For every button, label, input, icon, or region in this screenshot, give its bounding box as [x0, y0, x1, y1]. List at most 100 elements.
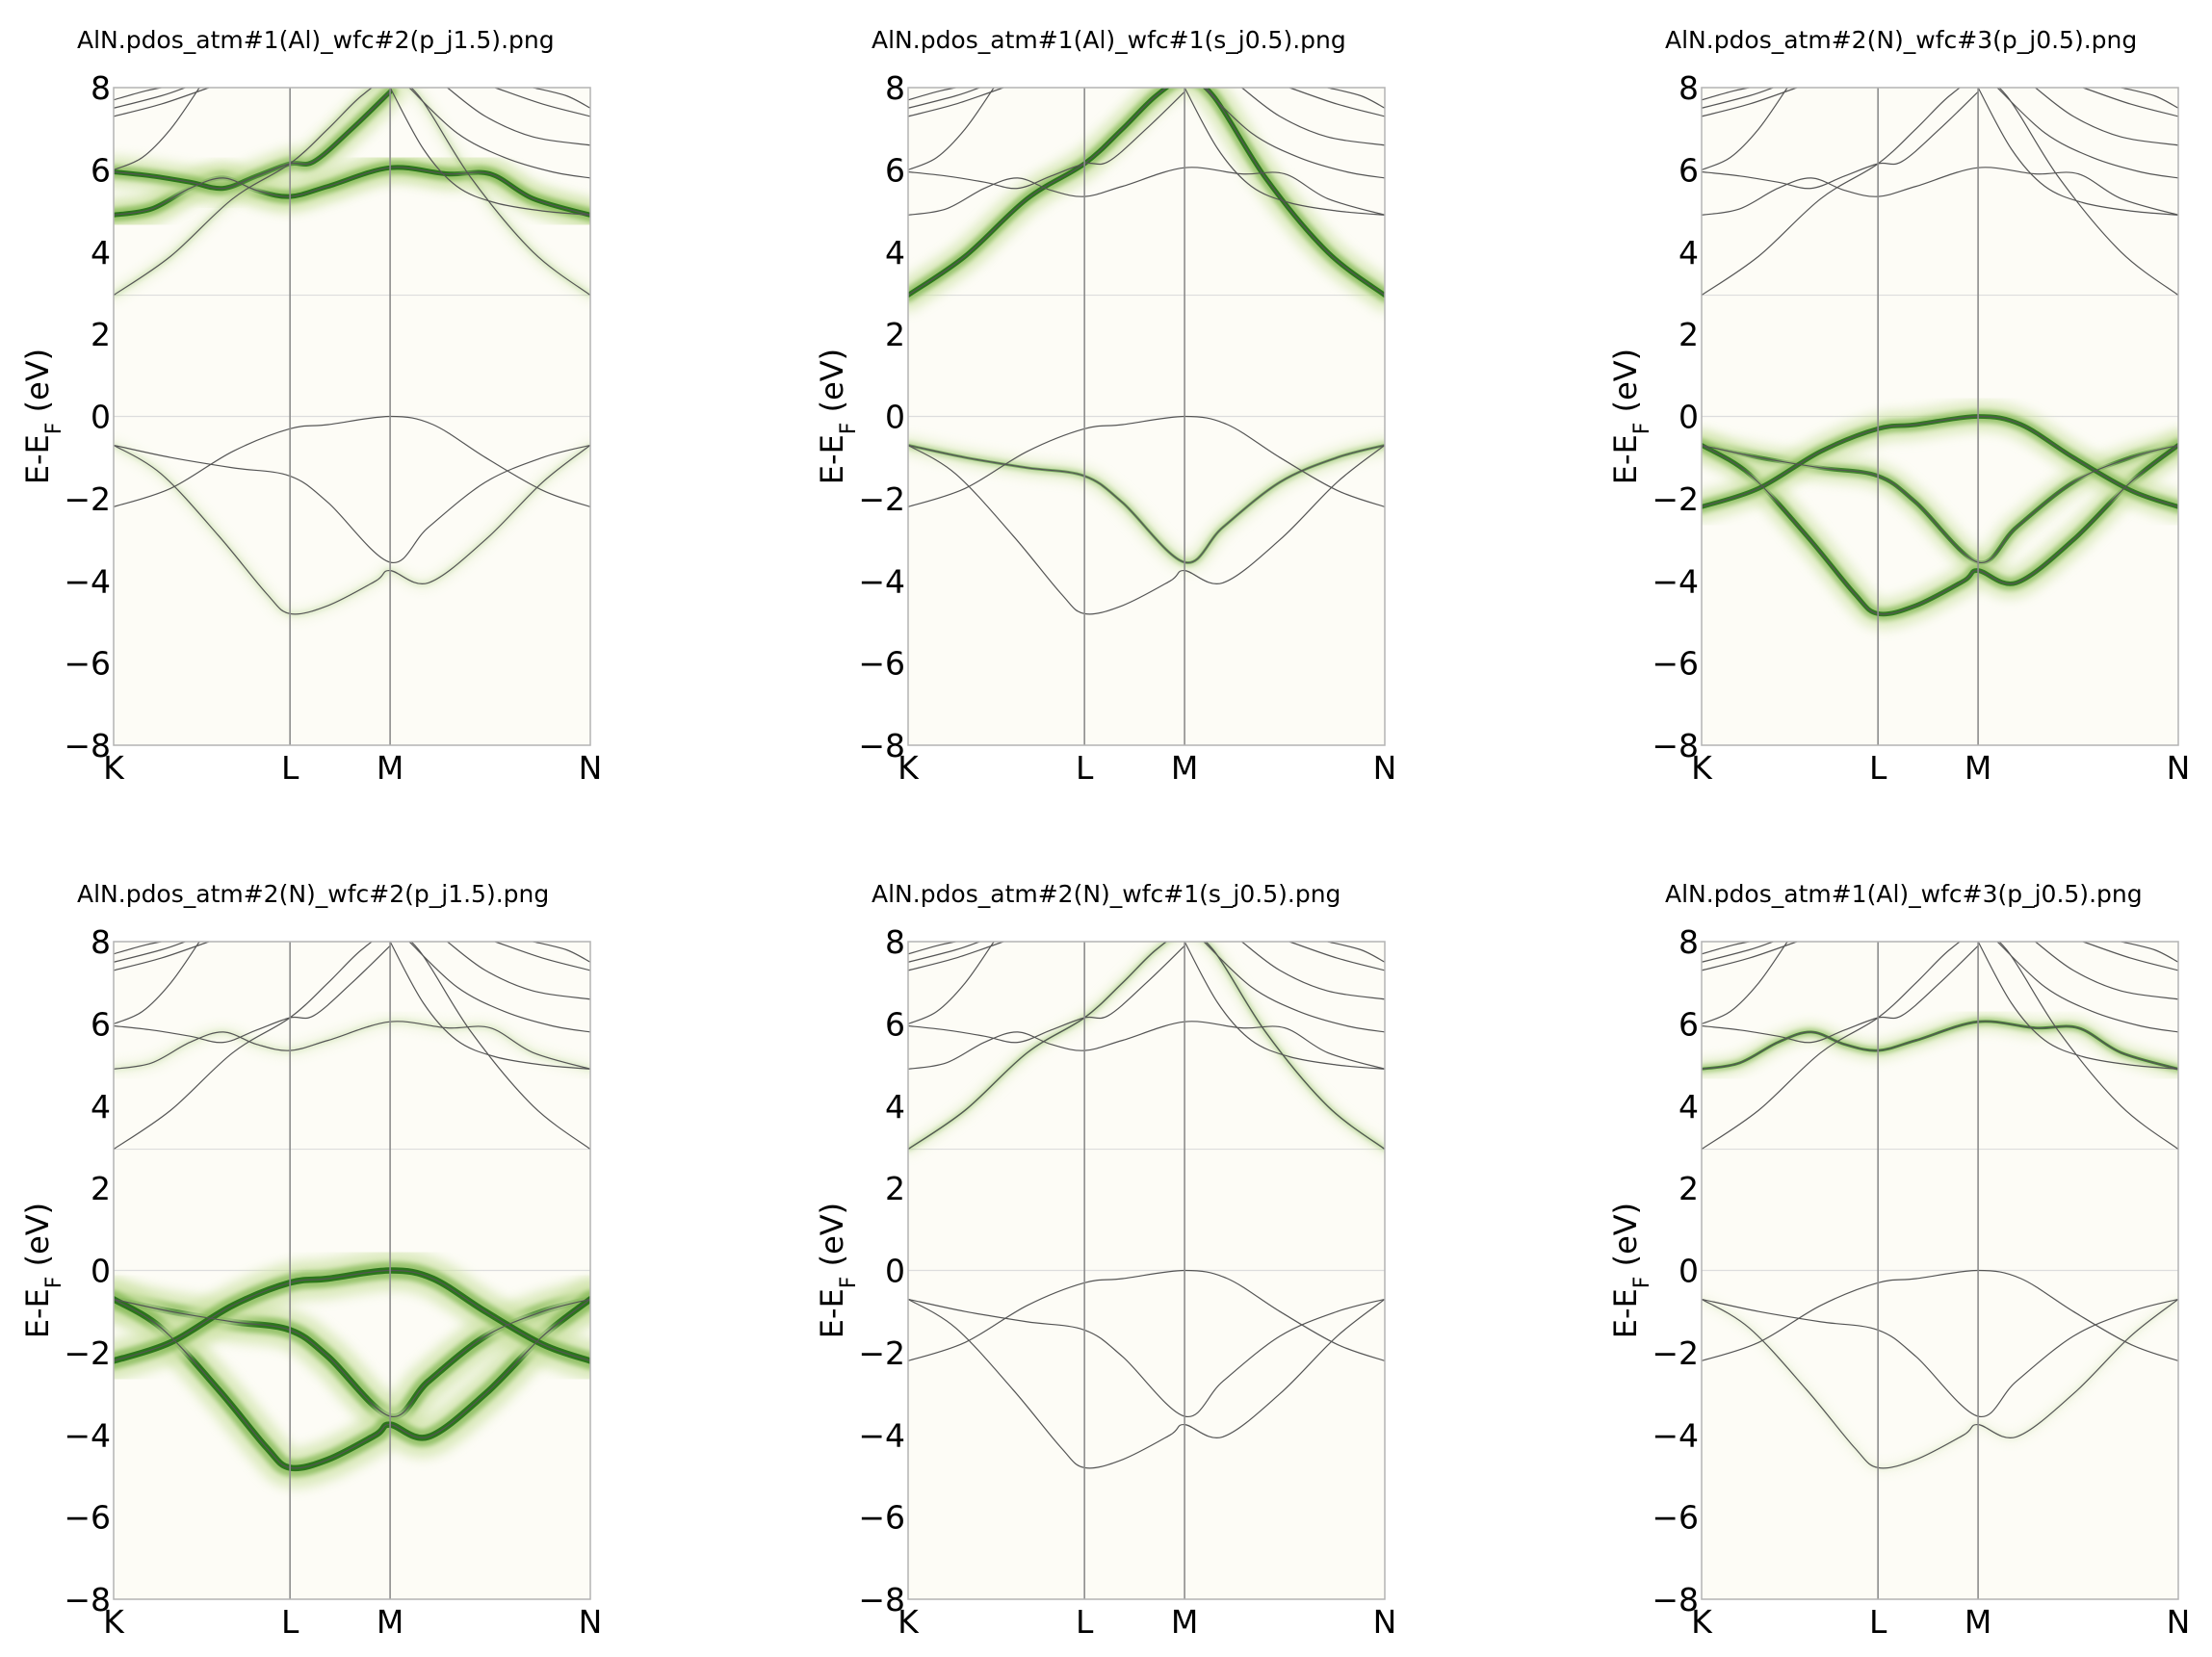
- band-line-b13: [1327, 88, 1385, 109]
- ylabel-sub: F: [1630, 1277, 1654, 1289]
- band-line-b4: [908, 167, 1385, 216]
- y-tick-label: 4: [1679, 1088, 1699, 1126]
- band-line-b5: [1702, 91, 1979, 190]
- y-tick-label: 4: [91, 1088, 111, 1126]
- band-line-b13: [1327, 942, 1385, 963]
- y-tick-label: 2: [1679, 316, 1699, 353]
- y-axis-label: E-EF (eV): [1607, 1203, 1654, 1338]
- y-tick-label: 4: [91, 234, 111, 272]
- band-line-b4: [908, 1021, 1385, 1070]
- x-tick-label: K: [103, 1603, 125, 1641]
- x-tick-label: M: [1965, 1603, 1991, 1641]
- panel-title: AlN.pdos_atm#2(N)_wfc#2(p_j1.5).png: [77, 880, 549, 908]
- band-panel-1: AlN.pdos_atm#1(Al)_wfc#2(p_j1.5).png 8 6 4 2…: [19, 26, 602, 787]
- band-line-b1: [114, 1298, 590, 1469]
- band-line-b13: [2121, 942, 2178, 963]
- band-line-b0: [1702, 444, 2178, 563]
- x-tick-label: L: [281, 1603, 299, 1641]
- band-line-b11: [2035, 942, 2178, 1000]
- band-line-b8: [1702, 88, 1750, 101]
- band-line-b6: [114, 942, 210, 971]
- band-line-b7: [114, 942, 186, 963]
- ylabel-main: E-E: [814, 1288, 850, 1338]
- x-tick-label: N: [579, 1603, 603, 1641]
- y-tick-label: 0: [885, 399, 905, 436]
- band-panel-6: AlN.pdos_atm#1(Al)_wfc#3(p_j0.5).png 8 6 4 2…: [1607, 880, 2190, 1641]
- y-tick-label: −8: [1652, 727, 1699, 764]
- band-line-b4: [114, 1021, 590, 1070]
- y-tick-label: −6: [858, 1499, 905, 1537]
- x-tick-label: N: [2167, 1603, 2191, 1641]
- band-line-b12: [1288, 942, 1385, 971]
- y-tick-label: −8: [858, 1581, 905, 1618]
- band-line-b1: [114, 444, 590, 615]
- x-tick-label: N: [1373, 749, 1397, 787]
- x-tick-label: K: [898, 1603, 920, 1641]
- y-tick-label: −6: [858, 645, 905, 683]
- y-tick-label: −6: [1652, 645, 1699, 683]
- y-tick-label: −6: [1652, 1499, 1699, 1537]
- band-line-b5: [908, 945, 1185, 1044]
- y-tick-label: 8: [1679, 69, 1699, 107]
- plot-frame: [1701, 941, 2179, 1600]
- y-tick-label: −2: [1652, 480, 1699, 518]
- y-tick-label: −6: [64, 645, 111, 683]
- band-line-b0: [114, 444, 590, 563]
- band-line-b12: [494, 942, 590, 971]
- y-tick-label: 2: [1679, 1170, 1699, 1207]
- y-tick-label: 0: [885, 1253, 905, 1290]
- panel-title: AlN.pdos_atm#2(N)_wfc#3(p_j0.5).png: [1665, 26, 2137, 54]
- band-panel-5: AlN.pdos_atm#2(N)_wfc#1(s_j0.5).png 8 6 4 2 0…: [814, 880, 1396, 1641]
- band-line-b6: [908, 942, 1004, 971]
- band-line-b14: [908, 88, 995, 170]
- plot-frame: [113, 941, 591, 1600]
- y-tick-label: −2: [64, 480, 111, 518]
- ylabel-unit: (eV): [814, 1203, 850, 1277]
- y-tick-label: 6: [1679, 151, 1699, 189]
- y-axis-label: E-EF (eV): [1607, 349, 1654, 484]
- band-line-b8: [114, 88, 162, 101]
- band-line-b14: [908, 942, 995, 1024]
- band-line-b3: [114, 88, 590, 297]
- y-axis-label: E-EF (eV): [814, 1203, 861, 1338]
- x-tick-label: N: [2167, 749, 2191, 787]
- ylabel-unit: (eV): [19, 1203, 56, 1277]
- y-tick-label: 6: [91, 151, 111, 189]
- band-line-b2: [908, 1269, 1385, 1361]
- y-axis-label: E-EF (eV): [814, 349, 861, 484]
- x-tick-label: K: [898, 749, 920, 787]
- band-line-b11: [1241, 942, 1385, 1000]
- panel-title: AlN.pdos_atm#1(Al)_wfc#1(s_j0.5).png: [872, 26, 1346, 54]
- band-line-b10: [1996, 942, 2178, 1033]
- band-line-b12: [494, 88, 590, 117]
- y-tick-label: −6: [64, 1499, 111, 1537]
- band-line-b12: [2082, 88, 2178, 117]
- y-tick-label: −2: [64, 1334, 111, 1372]
- band-line-b3: [908, 942, 1385, 1151]
- band-line-b6: [114, 88, 210, 117]
- y-tick-label: −8: [858, 727, 905, 764]
- band-line-b14: [1702, 88, 1788, 170]
- y-tick-label: 4: [885, 234, 905, 272]
- band-line-b10: [1203, 88, 1385, 179]
- x-tick-label: M: [377, 749, 403, 787]
- ylabel-sub: F: [42, 1277, 66, 1289]
- ylabel-unit: (eV): [1607, 1203, 1644, 1277]
- band-line-b8: [908, 88, 956, 101]
- y-tick-label: 4: [885, 1088, 905, 1126]
- ylabel-main: E-E: [19, 434, 56, 484]
- band-line-b2: [1702, 415, 2178, 507]
- y-tick-label: 4: [1679, 234, 1699, 272]
- ylabel-unit: (eV): [1607, 349, 1644, 423]
- band-line-b12: [1288, 88, 1385, 117]
- x-tick-label: K: [103, 749, 125, 787]
- band-line-b7: [1702, 942, 1774, 963]
- band-line-b10: [408, 942, 590, 1033]
- plot-frame: [1701, 87, 2179, 746]
- band-line-b2: [114, 415, 590, 507]
- band-line-b9: [1977, 88, 2178, 216]
- y-axis-label: E-EF (eV): [19, 1203, 66, 1338]
- x-tick-label: L: [1869, 1603, 1887, 1641]
- band-panel-4: AlN.pdos_atm#2(N)_wfc#2(p_j1.5).png 8 6 4 2 0…: [19, 880, 602, 1641]
- band-line-b0: [908, 444, 1385, 563]
